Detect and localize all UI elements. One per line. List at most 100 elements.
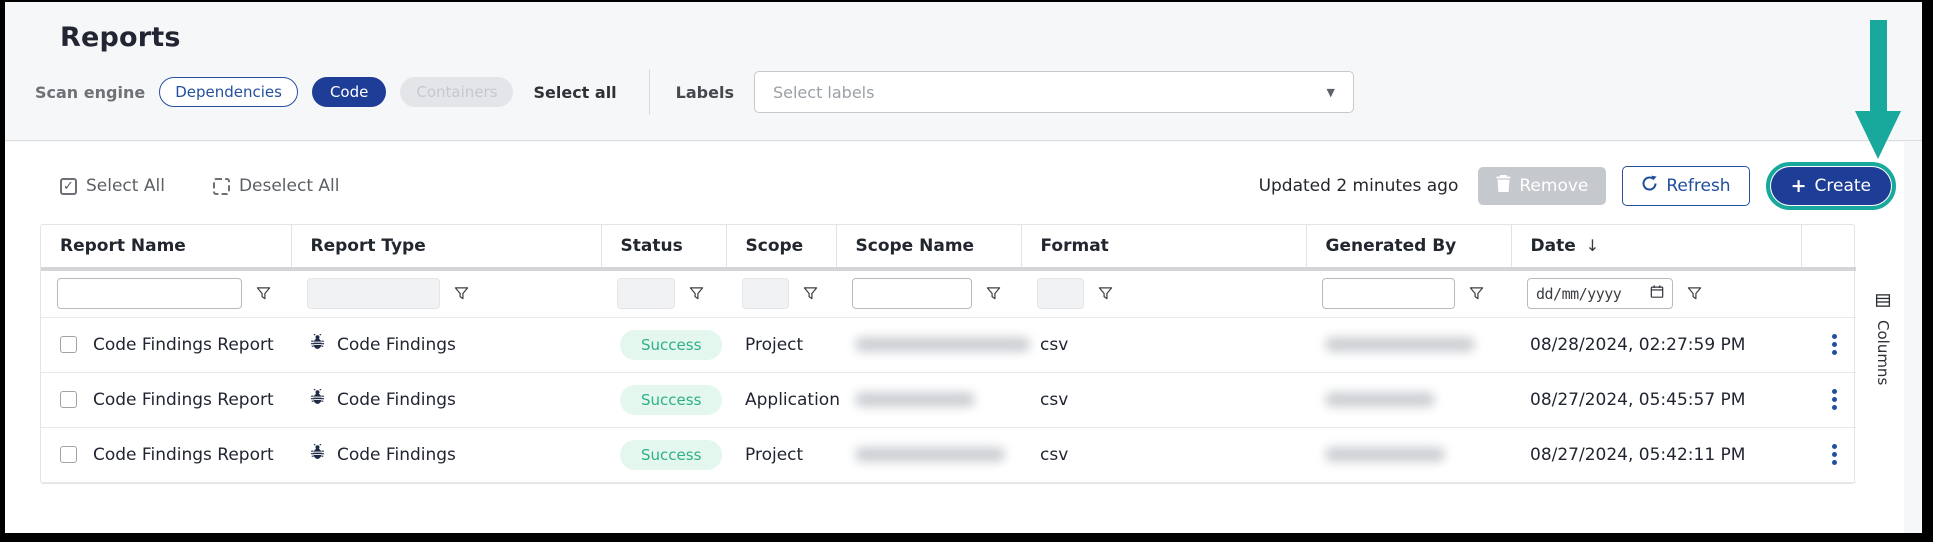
scan-engine-label: Scan engine (35, 82, 146, 102)
date-value: 08/28/2024, 02:27:59 PM (1511, 317, 1801, 373)
remove-label: Remove (1519, 176, 1589, 196)
col-header-actions (1800, 225, 1856, 271)
calendar-icon[interactable] (1650, 284, 1664, 303)
scope-value: Project (726, 317, 836, 373)
bug-icon (310, 443, 325, 465)
checkbox-checked-icon: ✓ (60, 177, 77, 195)
annotation-highlight-ring: + Create (1765, 162, 1896, 210)
report-type-value: Code Findings (337, 444, 456, 465)
chip-code[interactable]: Code (311, 77, 387, 107)
status-filter-input[interactable] (617, 278, 675, 310)
page-header: Reports Scan engine Dependencies Code Co… (5, 2, 1922, 141)
chevron-down-icon: ▼ (1326, 85, 1335, 99)
columns-icon (1875, 293, 1891, 312)
date-filter-icon[interactable] (1687, 286, 1702, 301)
reports-table: Report Name Report Type Status Scope Sco… (40, 224, 1856, 484)
table-filter-row: dd/mm/yyyy (41, 269, 1856, 318)
chip-containers[interactable]: Containers (400, 77, 514, 107)
bug-icon (310, 388, 325, 410)
format-filter-input[interactable] (1037, 278, 1084, 310)
col-header-format[interactable]: Format (1020, 225, 1306, 271)
trash-icon (1496, 175, 1511, 197)
format-filter-icon[interactable] (1098, 286, 1113, 301)
scope-name-redacted (855, 392, 975, 407)
vertical-divider (648, 69, 650, 115)
scope-name-filter-input[interactable] (852, 278, 972, 310)
row-checkbox[interactable] (60, 391, 77, 408)
table-row[interactable]: Code Findings Report Code Findings Succe… (41, 427, 1856, 483)
col-header-scope[interactable]: Scope (725, 225, 836, 271)
col-header-scope-name[interactable]: Scope Name (835, 225, 1021, 271)
generated-by-redacted (1325, 392, 1435, 407)
date-filter-input[interactable]: dd/mm/yyyy (1527, 278, 1673, 310)
col-header-date[interactable]: Date ↓ (1510, 225, 1801, 271)
scope-name-redacted (855, 337, 1030, 352)
row-checkbox[interactable] (60, 446, 77, 463)
generated-by-redacted (1325, 337, 1475, 352)
reports-page: Reports Scan engine Dependencies Code Co… (5, 2, 1922, 533)
deselect-all-rows-label: Deselect All (238, 176, 340, 196)
report-name-value: Code Findings Report (93, 444, 274, 465)
labels-select[interactable]: Select labels ▼ (753, 71, 1354, 113)
report-type-filter-input[interactable] (307, 278, 440, 310)
date-value: 08/27/2024, 05:42:11 PM (1511, 427, 1801, 483)
labels-select-placeholder: Select labels (772, 82, 875, 102)
table-header-row: Report Name Report Type Status Scope Sco… (41, 225, 1856, 271)
select-all-rows-label: Select All (86, 176, 165, 196)
table-row[interactable]: Code Findings Report Code Findings Succe… (41, 317, 1856, 373)
status-badge: Success (620, 439, 723, 470)
report-name-value: Code Findings Report (93, 334, 274, 355)
date-value: 08/27/2024, 05:45:57 PM (1511, 372, 1801, 428)
generated-by-redacted (1325, 447, 1445, 462)
chip-dependencies[interactable]: Dependencies (159, 77, 298, 107)
report-type-value: Code Findings (337, 334, 456, 355)
scope-name-redacted (855, 447, 1005, 462)
plus-icon: + (1790, 175, 1807, 197)
table-toolbar: ✓ Select All Deselect All Updated 2 minu… (5, 142, 1904, 210)
row-checkbox[interactable] (60, 336, 77, 353)
create-button[interactable]: + Create (1770, 167, 1891, 205)
refresh-label: Refresh (1666, 176, 1731, 196)
generated-by-filter-icon[interactable] (1469, 286, 1484, 301)
updated-status-text: Updated 2 minutes ago (1258, 176, 1459, 196)
generated-by-filter-input[interactable] (1322, 278, 1455, 310)
bug-icon (310, 333, 325, 355)
scope-value: Application (726, 372, 840, 428)
report-name-filter-input[interactable] (57, 278, 242, 310)
scope-value: Project (726, 427, 836, 483)
checkbox-dashed-icon (212, 177, 230, 195)
filter-bar: Scan engine Dependencies Code Containers… (35, 69, 1922, 115)
refresh-icon (1641, 175, 1658, 197)
col-header-generated-by[interactable]: Generated By (1305, 225, 1511, 271)
columns-panel-toggle[interactable]: Columns (1862, 287, 1904, 386)
date-placeholder: dd/mm/yyyy (1536, 284, 1622, 303)
select-all-rows-button[interactable]: ✓ Select All (60, 176, 165, 196)
report-name-filter-icon[interactable] (256, 286, 271, 301)
format-value: csv (1021, 372, 1306, 428)
col-header-report-name[interactable]: Report Name (41, 225, 291, 271)
status-badge: Success (620, 384, 723, 415)
row-actions-menu[interactable] (1831, 334, 1837, 355)
format-value: csv (1021, 427, 1306, 483)
remove-button[interactable]: Remove (1478, 167, 1607, 205)
col-header-report-type[interactable]: Report Type (290, 225, 601, 271)
page-title: Reports (60, 22, 181, 53)
scope-name-filter-icon[interactable] (986, 286, 1001, 301)
status-badge: Success (620, 329, 723, 360)
refresh-button[interactable]: Refresh (1622, 166, 1750, 206)
content-area: ✓ Select All Deselect All Updated 2 minu… (5, 142, 1904, 533)
scope-filter-icon[interactable] (803, 286, 818, 301)
select-all-engines-button[interactable]: Select all (533, 82, 617, 102)
report-type-value: Code Findings (337, 389, 456, 410)
row-actions-menu[interactable] (1831, 389, 1837, 410)
toolbar-right-group: Updated 2 minutes ago Remove Refresh + (1259, 162, 1896, 210)
scope-filter-input[interactable] (742, 278, 789, 310)
status-filter-icon[interactable] (689, 286, 704, 301)
create-label: Create (1814, 176, 1872, 196)
deselect-all-rows-button[interactable]: Deselect All (212, 176, 340, 196)
table-row[interactable]: Code Findings Report Code Findings Succe… (41, 372, 1856, 428)
col-header-status[interactable]: Status (600, 225, 726, 271)
row-actions-menu[interactable] (1831, 444, 1837, 465)
report-type-filter-icon[interactable] (454, 286, 469, 301)
sort-descending-icon: ↓ (1585, 236, 1600, 255)
